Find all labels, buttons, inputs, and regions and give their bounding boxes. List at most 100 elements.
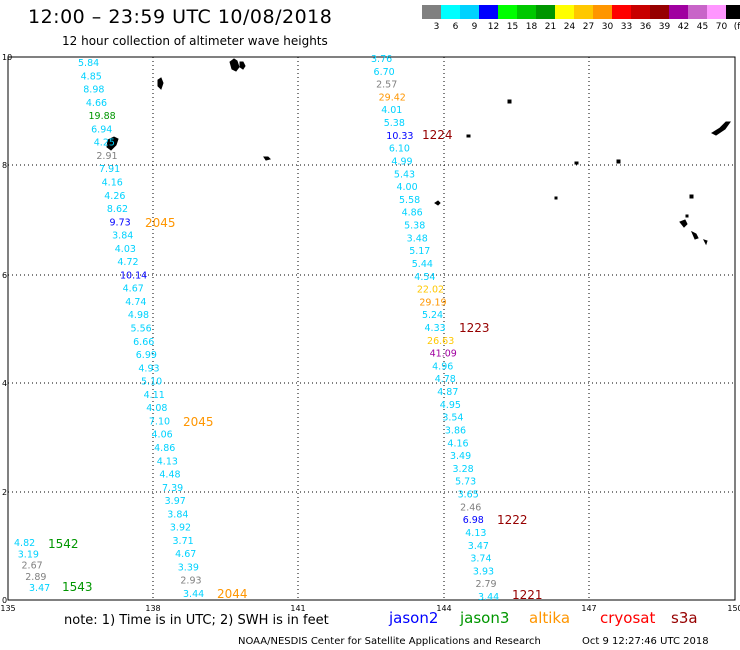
legend-swatch — [688, 5, 707, 19]
island-outline — [685, 214, 689, 218]
legend-swatch — [726, 5, 740, 19]
wave-height-value: 2.93 — [180, 576, 201, 587]
wave-height-value: 5.58 — [399, 195, 420, 206]
satellite-name: jason3 — [460, 609, 510, 627]
wave-height-value: 3.97 — [165, 496, 186, 507]
wave-height-value: 5.38 — [384, 118, 405, 129]
legend-swatch — [498, 5, 517, 19]
legend-label: 45 — [696, 22, 709, 32]
y-axis-label: 4 — [2, 379, 7, 388]
wave-height-value: 5.56 — [131, 324, 152, 335]
island-outline — [616, 159, 621, 164]
wave-height-value: 29.42 — [379, 92, 406, 103]
island-outline — [106, 136, 119, 151]
legend-swatch — [479, 5, 498, 19]
wave-height-value: 5.84 — [78, 58, 99, 69]
island-outline — [703, 239, 708, 246]
wave-height-value: 4.98 — [128, 310, 149, 321]
wave-height-value: 4.67 — [123, 284, 144, 295]
wave-height-value: 26.63 — [427, 336, 454, 347]
pass-time-label: 2044 — [217, 587, 248, 601]
wave-height-value: 7.10 — [149, 416, 170, 427]
wave-height-value: 4.13 — [465, 528, 486, 539]
wave-height-value: 5.44 — [412, 259, 433, 270]
legend-label: 3 — [433, 22, 440, 32]
map-subtitle: 12 hour collection of altimeter wave hei… — [62, 34, 328, 48]
satellite-name: altika — [529, 609, 571, 627]
wave-height-value: 4.16 — [102, 177, 123, 188]
legend-swatch — [707, 5, 726, 19]
wave-height-value: 7.91 — [99, 164, 120, 175]
legend-swatch — [669, 5, 688, 19]
legend-label: 39 — [658, 22, 671, 32]
pass-time-label: 2045 — [183, 415, 214, 429]
x-axis-label: 135 — [0, 604, 15, 613]
wave-height-value: 5.43 — [394, 169, 415, 180]
y-axis-label: 0 — [2, 596, 7, 605]
pass-time-label: 2045 — [145, 216, 176, 230]
wave-height-value: 6.98 — [463, 515, 484, 526]
wave-height-value: 4.86 — [154, 443, 175, 454]
wave-height-value: 4.72 — [117, 257, 138, 268]
wave-height-value: 5.10 — [141, 377, 162, 388]
legend-label: 27 — [582, 22, 595, 32]
wave-height-value: 10.33 — [386, 131, 413, 142]
wave-height-value: 5.38 — [404, 221, 425, 232]
footer-timestamp: Oct 9 12:27:46 UTC 2018 — [582, 636, 709, 647]
legend-swatch — [536, 5, 555, 19]
wave-height-value: 29.19 — [419, 297, 446, 308]
x-axis-label: 150 — [727, 604, 740, 613]
wave-height-value: 7.39 — [162, 483, 183, 494]
wave-height-value: 6.99 — [136, 350, 157, 361]
legend-label: 36 — [639, 22, 652, 32]
legend-swatch — [631, 5, 650, 19]
wave-height-value: 3.86 — [445, 425, 466, 436]
y-axis-label: 2 — [2, 488, 7, 497]
wave-height-value: 4.82 — [14, 538, 35, 549]
satellite-name: s3a — [671, 609, 698, 627]
wave-height-value: 3.44 — [183, 589, 204, 600]
wave-height-value: 6.70 — [374, 67, 395, 78]
footer-note: note: 1) Time is in UTC; 2) SWH is in fe… — [64, 613, 329, 628]
island-outline — [157, 77, 164, 90]
legend-swatch — [593, 5, 612, 19]
legend-swatch — [555, 5, 574, 19]
wave-height-value: 8.62 — [107, 204, 128, 215]
wave-height-value: 2.67 — [22, 561, 43, 572]
wave-height-value: 4.00 — [396, 182, 417, 193]
wave-height-value: 4.01 — [381, 105, 402, 116]
wave-height-value: 4.54 — [414, 272, 435, 283]
wave-height-value: 2.89 — [25, 572, 46, 583]
wave-height-value: 4.99 — [391, 156, 412, 167]
legend-label: 6 — [452, 22, 459, 32]
wave-height-value: 6.66 — [133, 337, 154, 348]
wave-height-value: 3.47 — [29, 583, 50, 594]
wave-height-value: 41.09 — [430, 349, 457, 360]
legend-swatch — [574, 5, 593, 19]
wave-height-value: 5.73 — [455, 477, 476, 488]
x-axis-label: 144 — [436, 604, 451, 613]
wave-height-value: 3.47 — [468, 541, 489, 552]
legend-swatch — [650, 5, 669, 19]
island-outline — [574, 161, 579, 165]
wave-height-value: 4.16 — [447, 438, 468, 449]
wave-height-value: 22.02 — [417, 285, 444, 296]
pass-time-label: 1223 — [459, 321, 490, 335]
legend-label: 21 — [544, 22, 557, 32]
plot-frame — [7, 56, 736, 601]
map-title: 12:00 – 23:59 UTC 10/08/2018 — [28, 6, 333, 28]
footer-credit: NOAA/NESDIS Center for Satellite Applica… — [238, 636, 541, 647]
legend-label: 30 — [601, 22, 614, 32]
legend-label: 12 — [487, 22, 500, 32]
pass-time-label: 1221 — [512, 588, 543, 602]
legend-label: 70 — [715, 22, 728, 32]
wave-height-value: 4.06 — [152, 430, 173, 441]
y-axis-label: 10 — [2, 53, 12, 62]
wave-height-value: 19.88 — [89, 111, 116, 122]
wave-height-value: 3.44 — [478, 592, 499, 603]
wave-height-value: 3.65 — [458, 490, 479, 501]
wave-height-value: 4.48 — [159, 470, 180, 481]
wave-height-value: 3.49 — [450, 451, 471, 462]
wave-height-value: 3.19 — [18, 549, 39, 560]
